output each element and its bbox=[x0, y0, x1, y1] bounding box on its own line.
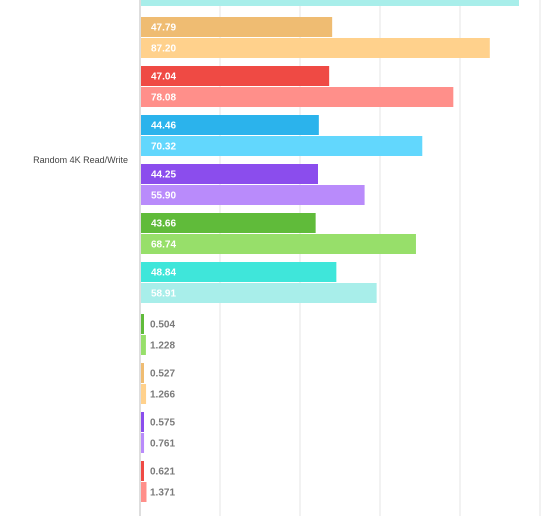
bar bbox=[141, 38, 490, 58]
bar bbox=[141, 0, 519, 6]
data-label: 78.08 bbox=[151, 93, 176, 104]
bar bbox=[141, 283, 377, 303]
bar bbox=[141, 213, 316, 233]
data-label: 43.66 bbox=[151, 219, 176, 230]
bar bbox=[141, 363, 144, 383]
data-label: 47.79 bbox=[151, 23, 176, 34]
bar bbox=[141, 433, 145, 453]
data-label: 44.25 bbox=[151, 170, 176, 181]
data-label: 0.504 bbox=[150, 320, 175, 331]
data-label: 0.575 bbox=[150, 418, 175, 429]
data-label: 1.228 bbox=[150, 341, 175, 352]
bar bbox=[141, 185, 365, 205]
data-label: 87.20 bbox=[151, 44, 176, 55]
bar bbox=[141, 136, 423, 156]
data-label: 0.527 bbox=[150, 369, 175, 380]
data-label: 1.371 bbox=[150, 488, 175, 499]
bar bbox=[141, 234, 416, 254]
bar bbox=[141, 262, 337, 282]
data-label: 48.84 bbox=[151, 268, 176, 279]
data-label: 68.74 bbox=[151, 240, 176, 251]
data-label: 0.761 bbox=[150, 439, 175, 450]
data-label: 1.266 bbox=[150, 390, 175, 401]
data-label: 47.04 bbox=[151, 72, 176, 83]
bar bbox=[141, 314, 144, 334]
bar bbox=[141, 461, 144, 481]
bar bbox=[141, 482, 147, 502]
data-label: 58.91 bbox=[151, 289, 176, 300]
bar bbox=[141, 164, 318, 184]
bar bbox=[141, 412, 144, 432]
data-label: 70.32 bbox=[151, 142, 176, 153]
bar bbox=[141, 384, 147, 404]
bar bbox=[141, 17, 333, 37]
group-label: Random 4K Read/Write bbox=[33, 155, 128, 165]
bar bbox=[141, 87, 454, 107]
bar bbox=[141, 335, 146, 355]
data-label: 0.621 bbox=[150, 467, 175, 478]
bar bbox=[141, 66, 330, 86]
bar bbox=[141, 115, 319, 135]
data-label: 55.90 bbox=[151, 191, 176, 202]
data-label: 94.5 bbox=[151, 0, 171, 3]
data-label: 44.46 bbox=[151, 121, 176, 132]
